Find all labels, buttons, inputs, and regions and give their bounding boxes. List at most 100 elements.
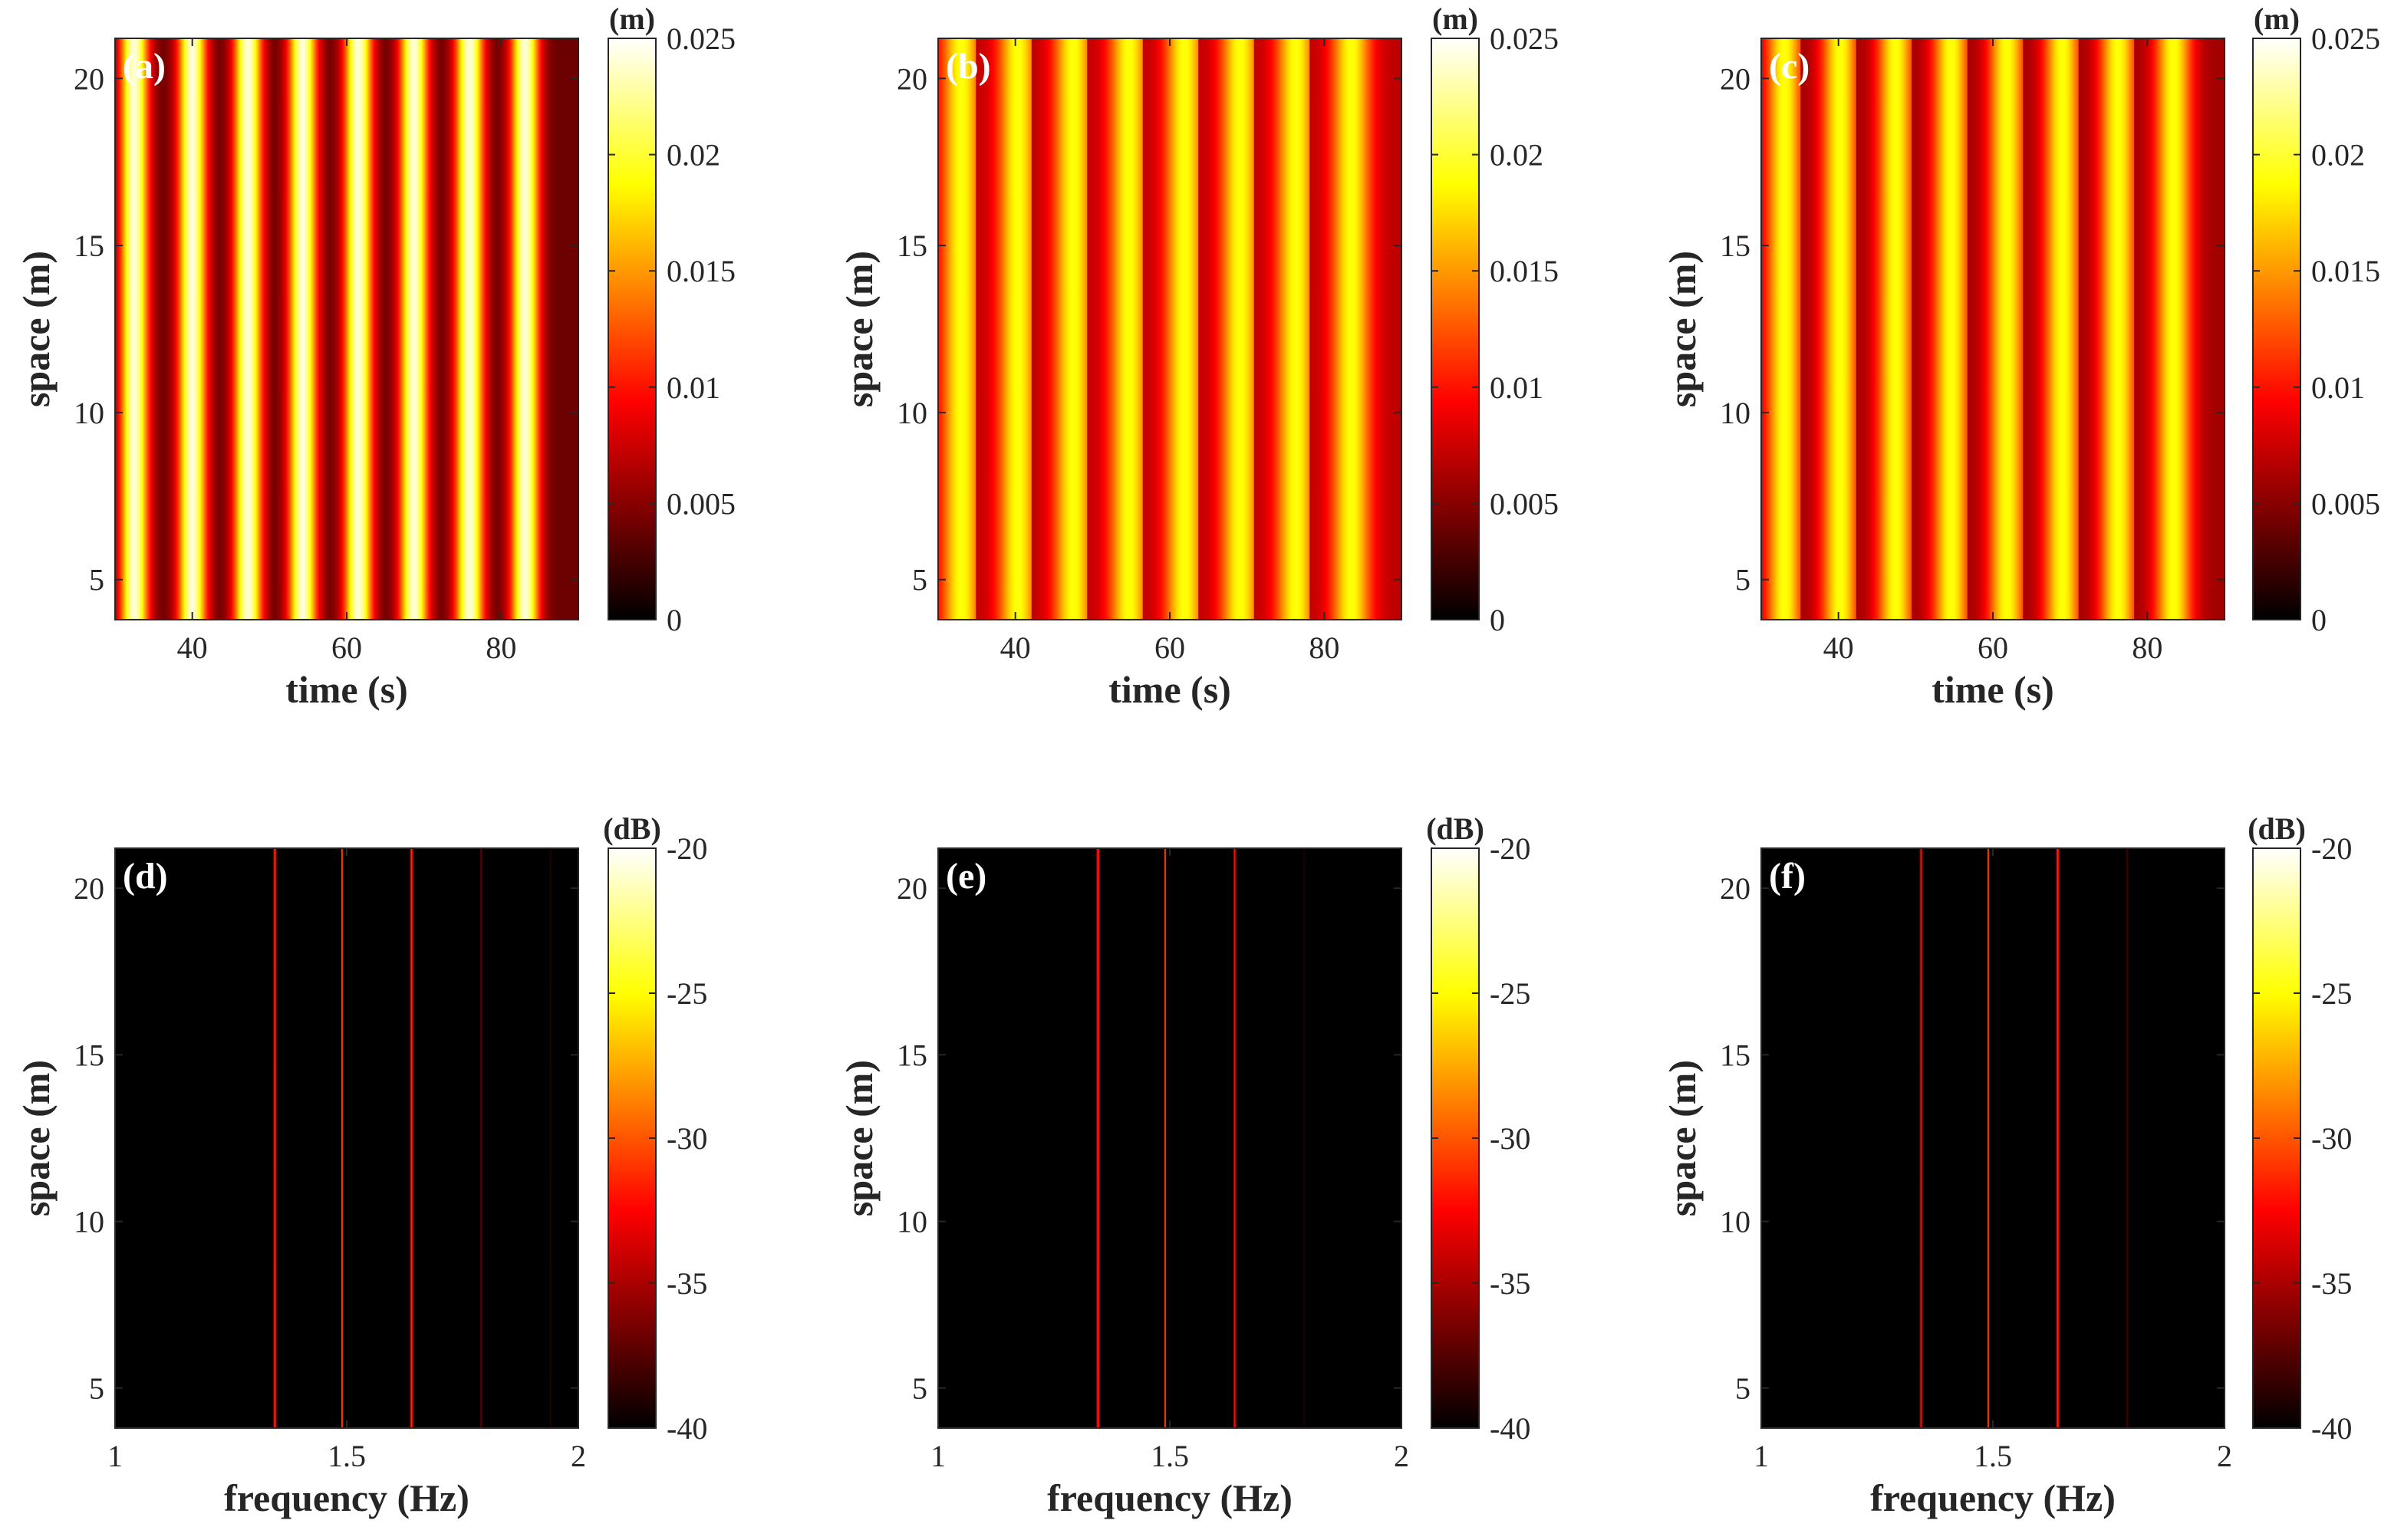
x-axis-label: time (s) — [1108, 668, 1231, 711]
colorbar-tick-label: -40 — [2311, 1411, 2352, 1446]
heatmap-background — [1761, 848, 2225, 1428]
heatmap-band-8 — [2134, 38, 2213, 620]
panel-label: (d) — [123, 856, 168, 897]
y-tick-label: 10 — [74, 1205, 104, 1239]
panel-e: 1 1.5 2 5 10 15 20 frequency (Hz) space (m) (e) -4… — [838, 811, 1530, 1519]
spectral-line-2 — [1987, 848, 1990, 1428]
panel-label: (c) — [1769, 46, 1810, 87]
y-tick-label: 15 — [74, 229, 104, 263]
spectral-line-3 — [2054, 848, 2061, 1428]
colorbar-unit: (m) — [609, 2, 655, 36]
x-tick-label: 40 — [1823, 630, 1854, 665]
heatmap-background — [938, 848, 1401, 1428]
colorbar-tick-label: 0.015 — [667, 254, 736, 288]
y-tick-label: 15 — [74, 1038, 104, 1072]
spectral-line-4 — [1303, 848, 1306, 1428]
y-tick-label: 5 — [1735, 563, 1750, 597]
x-tick-label: 1 — [930, 1439, 946, 1473]
colorbar-tick-label: 0 — [1490, 603, 1505, 637]
colorbar-tick-label: -20 — [2311, 831, 2352, 866]
x-tick-label: 60 — [1154, 630, 1185, 665]
heatmap-background — [115, 848, 578, 1428]
y-tick-label: 20 — [1720, 61, 1750, 96]
heatmap-band-2 — [162, 38, 222, 620]
spectral-line-5 — [548, 848, 553, 1428]
colorbar-unit: (dB) — [1426, 811, 1484, 846]
spectral-line-3 — [408, 848, 415, 1428]
panel-label: (a) — [123, 46, 166, 87]
y-tick-label: 20 — [897, 61, 927, 96]
y-tick-label: 20 — [1720, 871, 1750, 906]
x-tick-label: 2 — [1394, 1439, 1409, 1473]
x-tick-label: 40 — [1000, 630, 1031, 665]
x-tick-label: 1.5 — [1974, 1439, 2012, 1473]
colorbar-tick-label: 0.015 — [1490, 254, 1559, 288]
colorbar-tick-label: 0.005 — [1490, 486, 1559, 521]
x-tick-label: 2 — [2217, 1439, 2232, 1473]
panel-c: 40 60 80 5 10 15 20 time (s) space (m) (c) 0 0.005 0… — [1661, 2, 2380, 711]
y-axis-label: space (m) — [1661, 1060, 1704, 1216]
spectral-line-1 — [1918, 848, 1924, 1428]
y-tick-label: 10 — [1720, 396, 1750, 430]
colorbar-tick-label: -35 — [2311, 1266, 2352, 1301]
heatmap-band-3 — [217, 38, 278, 620]
x-axis-label: frequency (Hz) — [1870, 1476, 2116, 1519]
colorbar-tick-label: -35 — [1490, 1266, 1530, 1301]
colorbar-unit: (m) — [1432, 2, 1478, 36]
y-tick-label: 5 — [89, 1371, 104, 1406]
colorbar-frame — [1431, 38, 1480, 620]
spectral-line-1 — [1095, 848, 1102, 1428]
colorbar-tick-label: 0.025 — [1490, 21, 1559, 56]
colorbar-tick-label: 0.005 — [2311, 486, 2380, 521]
x-tick-label: 1 — [107, 1439, 123, 1473]
colorbar-tick-label: 0.01 — [2311, 370, 2365, 405]
colorbar-frame — [2252, 38, 2301, 620]
y-tick-label: 15 — [897, 229, 927, 263]
y-tick-label: 5 — [912, 1371, 927, 1406]
colorbar-tick-label: -25 — [1490, 976, 1530, 1011]
x-tick-label: 1.5 — [1151, 1439, 1189, 1473]
y-tick-label: 15 — [897, 1038, 927, 1072]
x-tick-label: 2 — [571, 1439, 586, 1473]
x-axis-label: frequency (Hz) — [224, 1476, 469, 1519]
panel-label: (b) — [946, 46, 991, 87]
panel-b: 40 60 80 5 10 15 20 time (s) space (m) (b) 0 0.005 0… — [838, 2, 1559, 711]
heatmap-band-6 — [384, 38, 444, 620]
colorbar-tick-label: -40 — [667, 1411, 707, 1446]
y-tick-label: 5 — [89, 563, 104, 597]
y-axis-label: space (m) — [838, 1060, 881, 1216]
panel-label: (e) — [946, 856, 986, 897]
colorbar-unit: (dB) — [2248, 811, 2306, 846]
colorbar-tick-label: 0.015 — [2311, 254, 2380, 288]
x-axis-label: time (s) — [1932, 668, 2054, 711]
x-tick-label: 60 — [331, 630, 362, 665]
x-tick-label: 80 — [486, 630, 516, 665]
heatmap-band-5 — [328, 38, 389, 620]
x-tick-label: 80 — [2132, 630, 2162, 665]
y-tick-label: 15 — [1720, 1038, 1750, 1072]
panel-a: 40 60 80 5 10 15 20 time (s) space (m) (a) 0 0.005 0… — [15, 2, 736, 711]
x-tick-label: 60 — [1978, 630, 2008, 665]
x-axis-label: time (s) — [285, 668, 408, 711]
y-tick-label: 10 — [1720, 1205, 1750, 1239]
plot-area — [1761, 38, 2225, 620]
y-tick-label: 10 — [897, 1205, 927, 1239]
y-tick-label: 20 — [74, 61, 104, 96]
colorbar-tick-label: -30 — [667, 1121, 707, 1156]
plot-area — [938, 38, 1401, 620]
y-tick-label: 15 — [1720, 229, 1750, 263]
panel-label: (f) — [1769, 856, 1806, 897]
colorbar-tick-label: -35 — [667, 1266, 707, 1301]
plot-area — [115, 38, 578, 620]
x-tick-label: 40 — [177, 630, 208, 665]
colorbar-tick-label: 0 — [667, 603, 682, 637]
colorbar-tick-label: 0.025 — [2311, 21, 2380, 56]
colorbar-tick-label: -25 — [2311, 976, 2352, 1011]
x-tick-label: 1.5 — [328, 1439, 366, 1473]
y-tick-label: 20 — [897, 871, 927, 906]
colorbar-tick-label: -30 — [2311, 1121, 2352, 1156]
colorbar-tick-label: 0.01 — [667, 370, 720, 405]
colorbar-tick-label: 0.02 — [1490, 138, 1543, 173]
x-tick-label: 80 — [1309, 630, 1339, 665]
